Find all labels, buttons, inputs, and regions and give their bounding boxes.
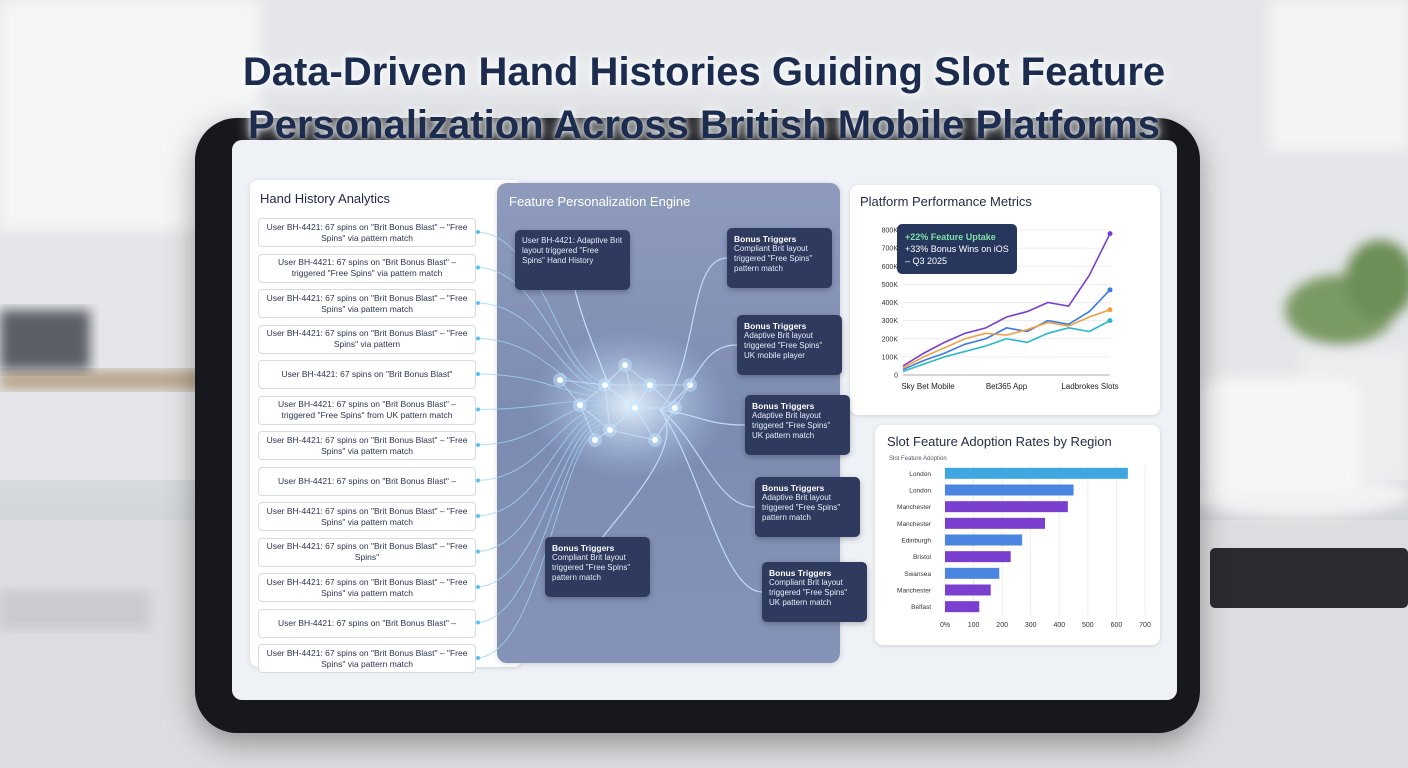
panel-title: Platform Performance Metrics (860, 194, 1032, 209)
connector (475, 424, 601, 623)
panel-subtitle: Slot Feature Adoption (889, 456, 947, 462)
card-title: Bonus Triggers (769, 568, 832, 578)
connector-dot (476, 230, 480, 234)
history-item: User BH-4421: 67 spins on "Brit Bonus Bl… (258, 395, 476, 425)
window (1270, 0, 1408, 150)
shelf-object (0, 310, 90, 370)
connector-dot (476, 265, 480, 270)
annotation: +33% Bonus Wins on iOS – Q3 2025 (905, 244, 1009, 266)
card-text: Adaptive Brit layout triggered "Free Spi… (762, 493, 841, 522)
connector (475, 420, 601, 588)
connector-dot (476, 372, 480, 376)
brain-node (602, 382, 608, 388)
card-text: Compliant Brit layout triggered "Free Sp… (734, 244, 813, 273)
history-item: User BH-4421: 67 spins on "Brit Bonus Bl… (258, 608, 476, 638)
connector-dot (476, 656, 480, 660)
connector-dot (476, 620, 480, 625)
page-title: Personalization Across British Mobile Pl… (247, 103, 1161, 147)
notebook (1210, 548, 1408, 608)
connector (659, 409, 746, 426)
card-title: Bonus Triggers (762, 483, 825, 493)
connector (659, 409, 763, 593)
metrics-panel: Platform Performance Metrics (850, 185, 1160, 415)
history-item: User BH-4421: 67 spins on "Brit Bonus Bl… (258, 573, 476, 602)
history-item: User BH-4421: 67 spins on "Brit Bonus Bl… (258, 253, 476, 283)
connector-dot (476, 514, 480, 518)
brain-node (672, 405, 678, 411)
connector (475, 231, 601, 382)
brain-node (622, 362, 628, 368)
panel-title: Hand History Analytics (260, 191, 391, 206)
card-title: Bonus Triggers (744, 321, 807, 331)
output-card: Bonus Triggers Adaptive Brit layout trigg… (755, 477, 860, 537)
brain-node (632, 405, 638, 411)
connector (659, 409, 756, 508)
history-item: User BH-4421: 67 spins on "Brit Bonus Bl… (258, 537, 476, 567)
card-text: Adaptive Brit layout triggered "Free Spi… (744, 331, 823, 360)
output-card: Bonus Triggers Adaptive Brit layout trigg… (737, 315, 842, 375)
connector-dot (476, 443, 480, 447)
connector (475, 404, 601, 446)
connector-dot (476, 336, 480, 341)
connector (659, 257, 728, 411)
history-item: User BH-4421: 67 spins on "Brit Bonus Bl… (258, 324, 476, 354)
connector (475, 408, 601, 481)
brain-link (559, 379, 606, 386)
shelf (0, 370, 215, 390)
brain-node (592, 437, 598, 443)
card-text: Compliant Brit layout triggered "Free Sp… (769, 578, 848, 607)
history-item: User BH-4421: 67 spins on "Brit Bonus Bl… (258, 431, 476, 460)
input-card: User BH-4421: Adaptive Brit layout trigg… (515, 230, 630, 290)
history-item: User BH-4421: 67 spins on "Brit Bonus Bl… (258, 289, 476, 318)
connector (574, 289, 611, 391)
history-item: User BH-4421: 67 spins on "Brit Bonus Bl… (258, 644, 476, 673)
brain-node (577, 402, 583, 408)
connector-dot (476, 301, 480, 305)
panel-title: Slot Feature Adoption Rates by Region (887, 434, 1112, 449)
annotation: +22% Feature Uptake (905, 232, 996, 242)
brain-node (687, 382, 693, 388)
output-card: Bonus Triggers Adaptive Brit layout trigg… (745, 395, 850, 455)
history-item: User BH-4421: 67 spins on "Brit Bonus Bl… (258, 466, 476, 496)
connector (475, 338, 601, 394)
history-item: User BH-4421: 67 spins on "Brit Bonus Bl… (258, 360, 476, 389)
connector (475, 400, 601, 410)
connector-dot (476, 585, 480, 589)
connector (475, 373, 601, 398)
output-card: Bonus Triggers Compliant Brit layout trig… (762, 562, 867, 622)
panel-title: Feature Personalization Engine (509, 194, 691, 209)
connector (475, 267, 601, 386)
laptop (0, 590, 150, 630)
connector (475, 416, 601, 552)
brain-node (647, 382, 653, 388)
annotation-box: +22% Feature Uptake +33% Bonus Wins on i… (897, 224, 1017, 274)
history-item: User BH-4421: 67 spins on "Brit Bonus Bl… (258, 218, 476, 247)
brain-link (604, 384, 611, 431)
brain-link (624, 364, 636, 409)
connector-dot (476, 549, 480, 554)
card-text: Adaptive Brit layout triggered "Free Spi… (752, 411, 831, 440)
brain-node (557, 377, 563, 383)
card-title: Bonus Triggers (552, 543, 615, 553)
connector-dot (476, 407, 480, 412)
connector-dot (476, 478, 480, 483)
brain-link (609, 429, 656, 441)
brain-node (652, 437, 658, 443)
brain-node (607, 427, 613, 433)
output-card: Bonus Triggers Compliant Brit layout trig… (727, 228, 832, 288)
page-title: Data-Driven Hand Histories Guiding Slot … (242, 50, 1166, 94)
cup (1190, 378, 1408, 517)
connector (659, 344, 738, 411)
output-card: Bonus Triggers Compliant Brit layout trig… (545, 537, 650, 597)
history-item: User BH-4421: 67 spins on "Brit Bonus Bl… (258, 502, 476, 531)
card-title: Bonus Triggers (752, 401, 815, 411)
card-text: Compliant Brit layout triggered "Free Sp… (552, 553, 631, 582)
card-title: Bonus Triggers (734, 234, 797, 244)
